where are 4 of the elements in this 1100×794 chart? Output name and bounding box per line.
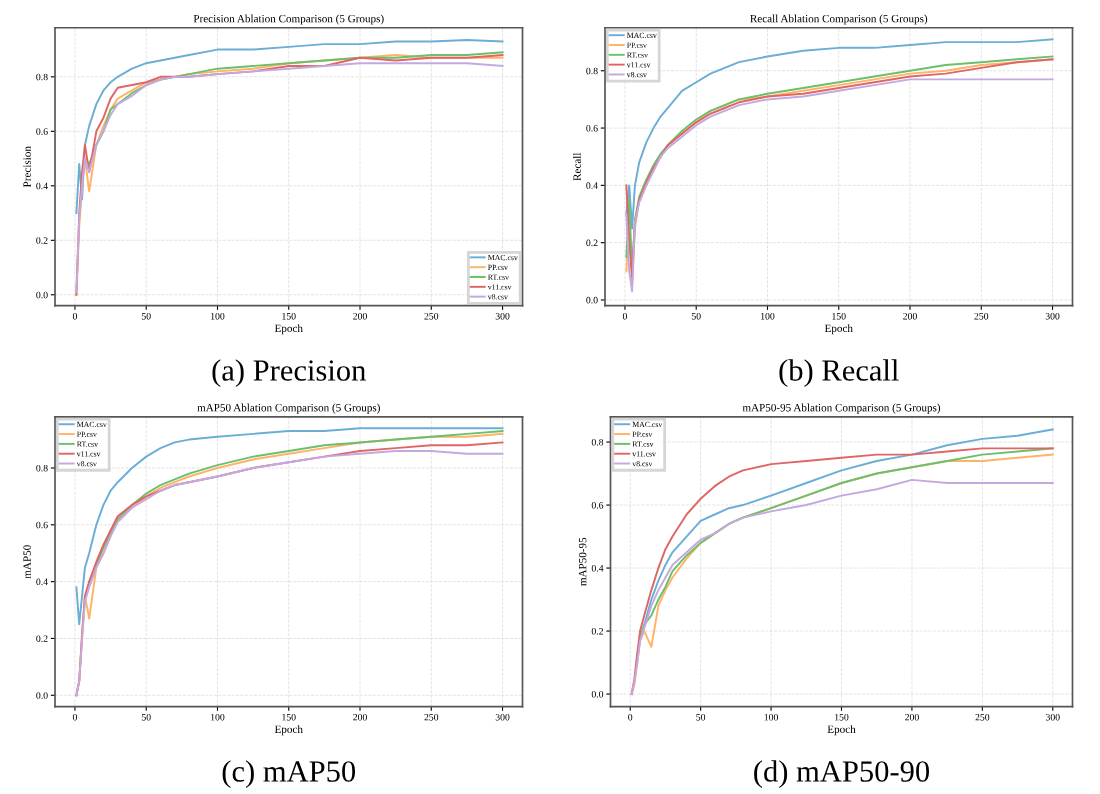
- text: (c) mAP50: [222, 760, 356, 789]
- text: (a) Precision: [212, 359, 366, 388]
- text: (b) Recall: [779, 359, 899, 388]
- text: (d) mAP50-90: [754, 760, 930, 789]
